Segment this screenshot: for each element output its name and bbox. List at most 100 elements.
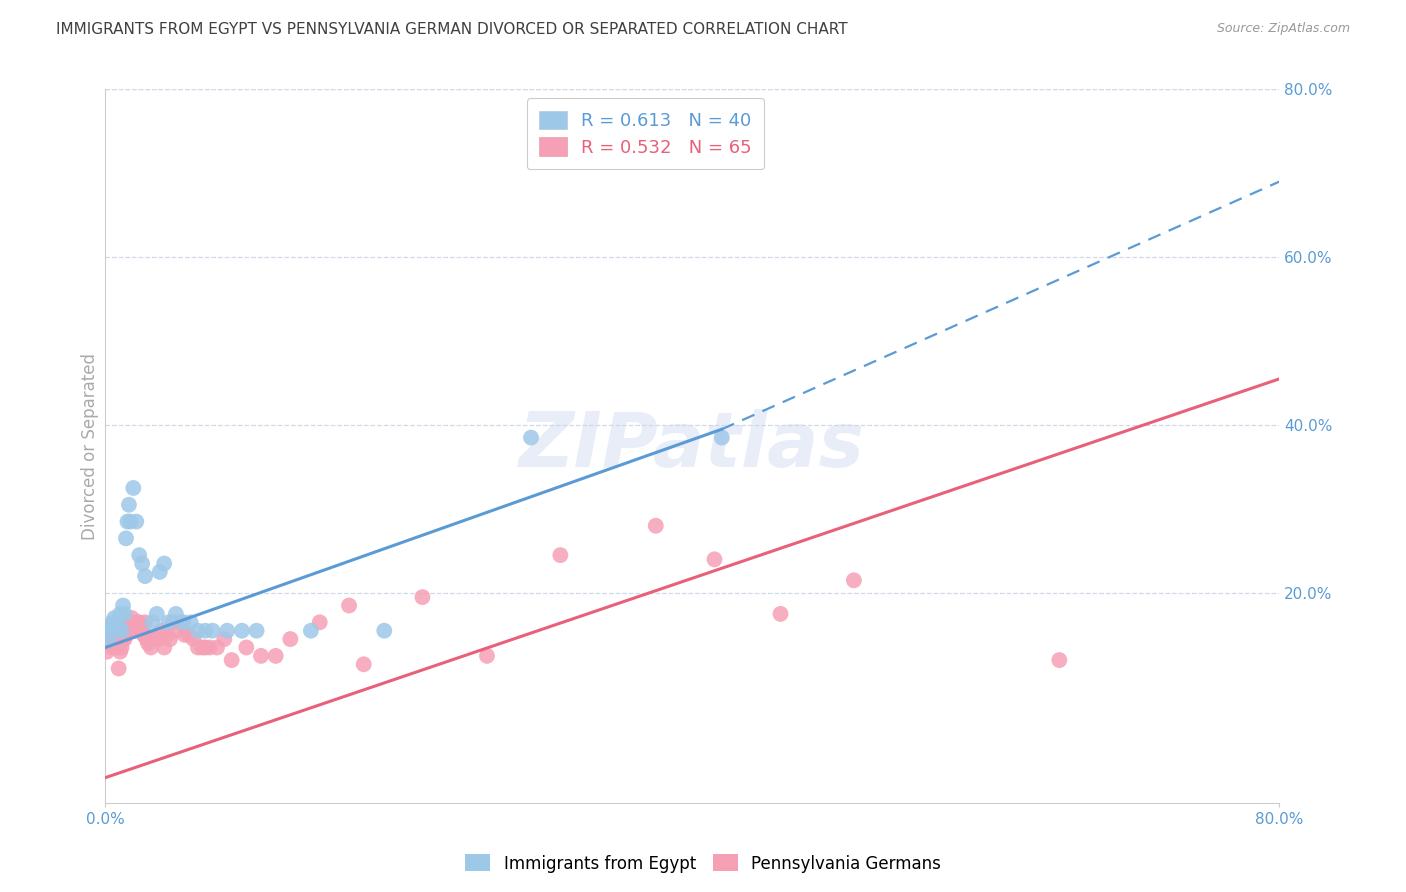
- Point: [550, 548, 572, 562]
- Point: [475, 648, 498, 663]
- Point: [337, 599, 360, 613]
- Point: [127, 615, 149, 630]
- Point: [159, 632, 181, 646]
- Point: [136, 636, 159, 650]
- Point: [172, 615, 194, 630]
- Point: [187, 640, 209, 655]
- Point: [191, 640, 214, 655]
- Point: [153, 557, 176, 571]
- Point: [100, 624, 122, 638]
- Point: [128, 615, 150, 630]
- Point: [169, 615, 191, 630]
- Point: [165, 624, 187, 638]
- Point: [135, 632, 157, 646]
- Y-axis label: Divorced or Separated: Divorced or Separated: [80, 352, 98, 540]
- Point: [131, 557, 153, 571]
- Point: [156, 628, 179, 642]
- Point: [710, 431, 733, 445]
- Point: [105, 624, 128, 638]
- Point: [101, 615, 124, 630]
- Point: [157, 615, 180, 630]
- Point: [187, 624, 209, 638]
- Point: [214, 632, 236, 646]
- Point: [107, 661, 129, 675]
- Legend: R = 0.613   N = 40, R = 0.532   N = 65: R = 0.613 N = 40, R = 0.532 N = 65: [527, 98, 765, 169]
- Point: [103, 636, 125, 650]
- Point: [231, 624, 253, 638]
- Point: [280, 632, 302, 646]
- Point: [644, 518, 666, 533]
- Point: [250, 648, 273, 663]
- Point: [153, 640, 176, 655]
- Point: [194, 624, 217, 638]
- Point: [117, 515, 139, 529]
- Point: [112, 599, 135, 613]
- Point: [217, 624, 239, 638]
- Text: Source: ZipAtlas.com: Source: ZipAtlas.com: [1216, 22, 1350, 36]
- Point: [165, 607, 187, 621]
- Point: [221, 653, 243, 667]
- Point: [115, 628, 138, 642]
- Point: [120, 515, 142, 529]
- Point: [108, 645, 131, 659]
- Point: [104, 632, 127, 646]
- Point: [198, 640, 221, 655]
- Point: [129, 619, 152, 633]
- Point: [110, 640, 132, 655]
- Point: [173, 628, 195, 642]
- Point: [118, 498, 141, 512]
- Point: [120, 615, 142, 630]
- Point: [183, 632, 205, 646]
- Point: [96, 624, 118, 638]
- Point: [118, 619, 141, 633]
- Point: [134, 615, 156, 630]
- Point: [112, 632, 135, 646]
- Point: [103, 611, 125, 625]
- Point: [139, 640, 162, 655]
- Point: [308, 615, 330, 630]
- Point: [107, 619, 129, 633]
- Point: [194, 640, 217, 655]
- Point: [122, 481, 145, 495]
- Point: [97, 632, 120, 646]
- Point: [353, 657, 375, 672]
- Point: [108, 607, 131, 621]
- Text: ZIPatlas: ZIPatlas: [519, 409, 866, 483]
- Point: [132, 628, 155, 642]
- Point: [205, 640, 228, 655]
- Point: [101, 640, 124, 655]
- Point: [162, 615, 184, 630]
- Point: [121, 611, 143, 625]
- Point: [180, 615, 202, 630]
- Point: [411, 590, 433, 604]
- Point: [143, 632, 166, 646]
- Text: IMMIGRANTS FROM EGYPT VS PENNSYLVANIA GERMAN DIVORCED OR SEPARATED CORRELATION C: IMMIGRANTS FROM EGYPT VS PENNSYLVANIA GE…: [56, 22, 848, 37]
- Point: [148, 632, 170, 646]
- Point: [520, 431, 543, 445]
- Point: [124, 624, 146, 638]
- Point: [842, 574, 865, 588]
- Point: [114, 607, 136, 621]
- Point: [114, 632, 136, 646]
- Point: [96, 645, 118, 659]
- Point: [246, 624, 269, 638]
- Point: [104, 619, 127, 633]
- Point: [117, 624, 139, 638]
- Point: [125, 515, 148, 529]
- Point: [201, 624, 224, 638]
- Point: [131, 624, 153, 638]
- Point: [149, 565, 172, 579]
- Point: [146, 607, 169, 621]
- Point: [97, 636, 120, 650]
- Point: [134, 569, 156, 583]
- Point: [125, 619, 148, 633]
- Point: [299, 624, 322, 638]
- Point: [98, 619, 121, 633]
- Point: [115, 532, 138, 546]
- Point: [141, 632, 163, 646]
- Point: [177, 628, 200, 642]
- Point: [150, 624, 173, 638]
- Point: [105, 640, 128, 655]
- Legend: Immigrants from Egypt, Pennsylvania Germans: Immigrants from Egypt, Pennsylvania Germ…: [458, 847, 948, 880]
- Point: [769, 607, 792, 621]
